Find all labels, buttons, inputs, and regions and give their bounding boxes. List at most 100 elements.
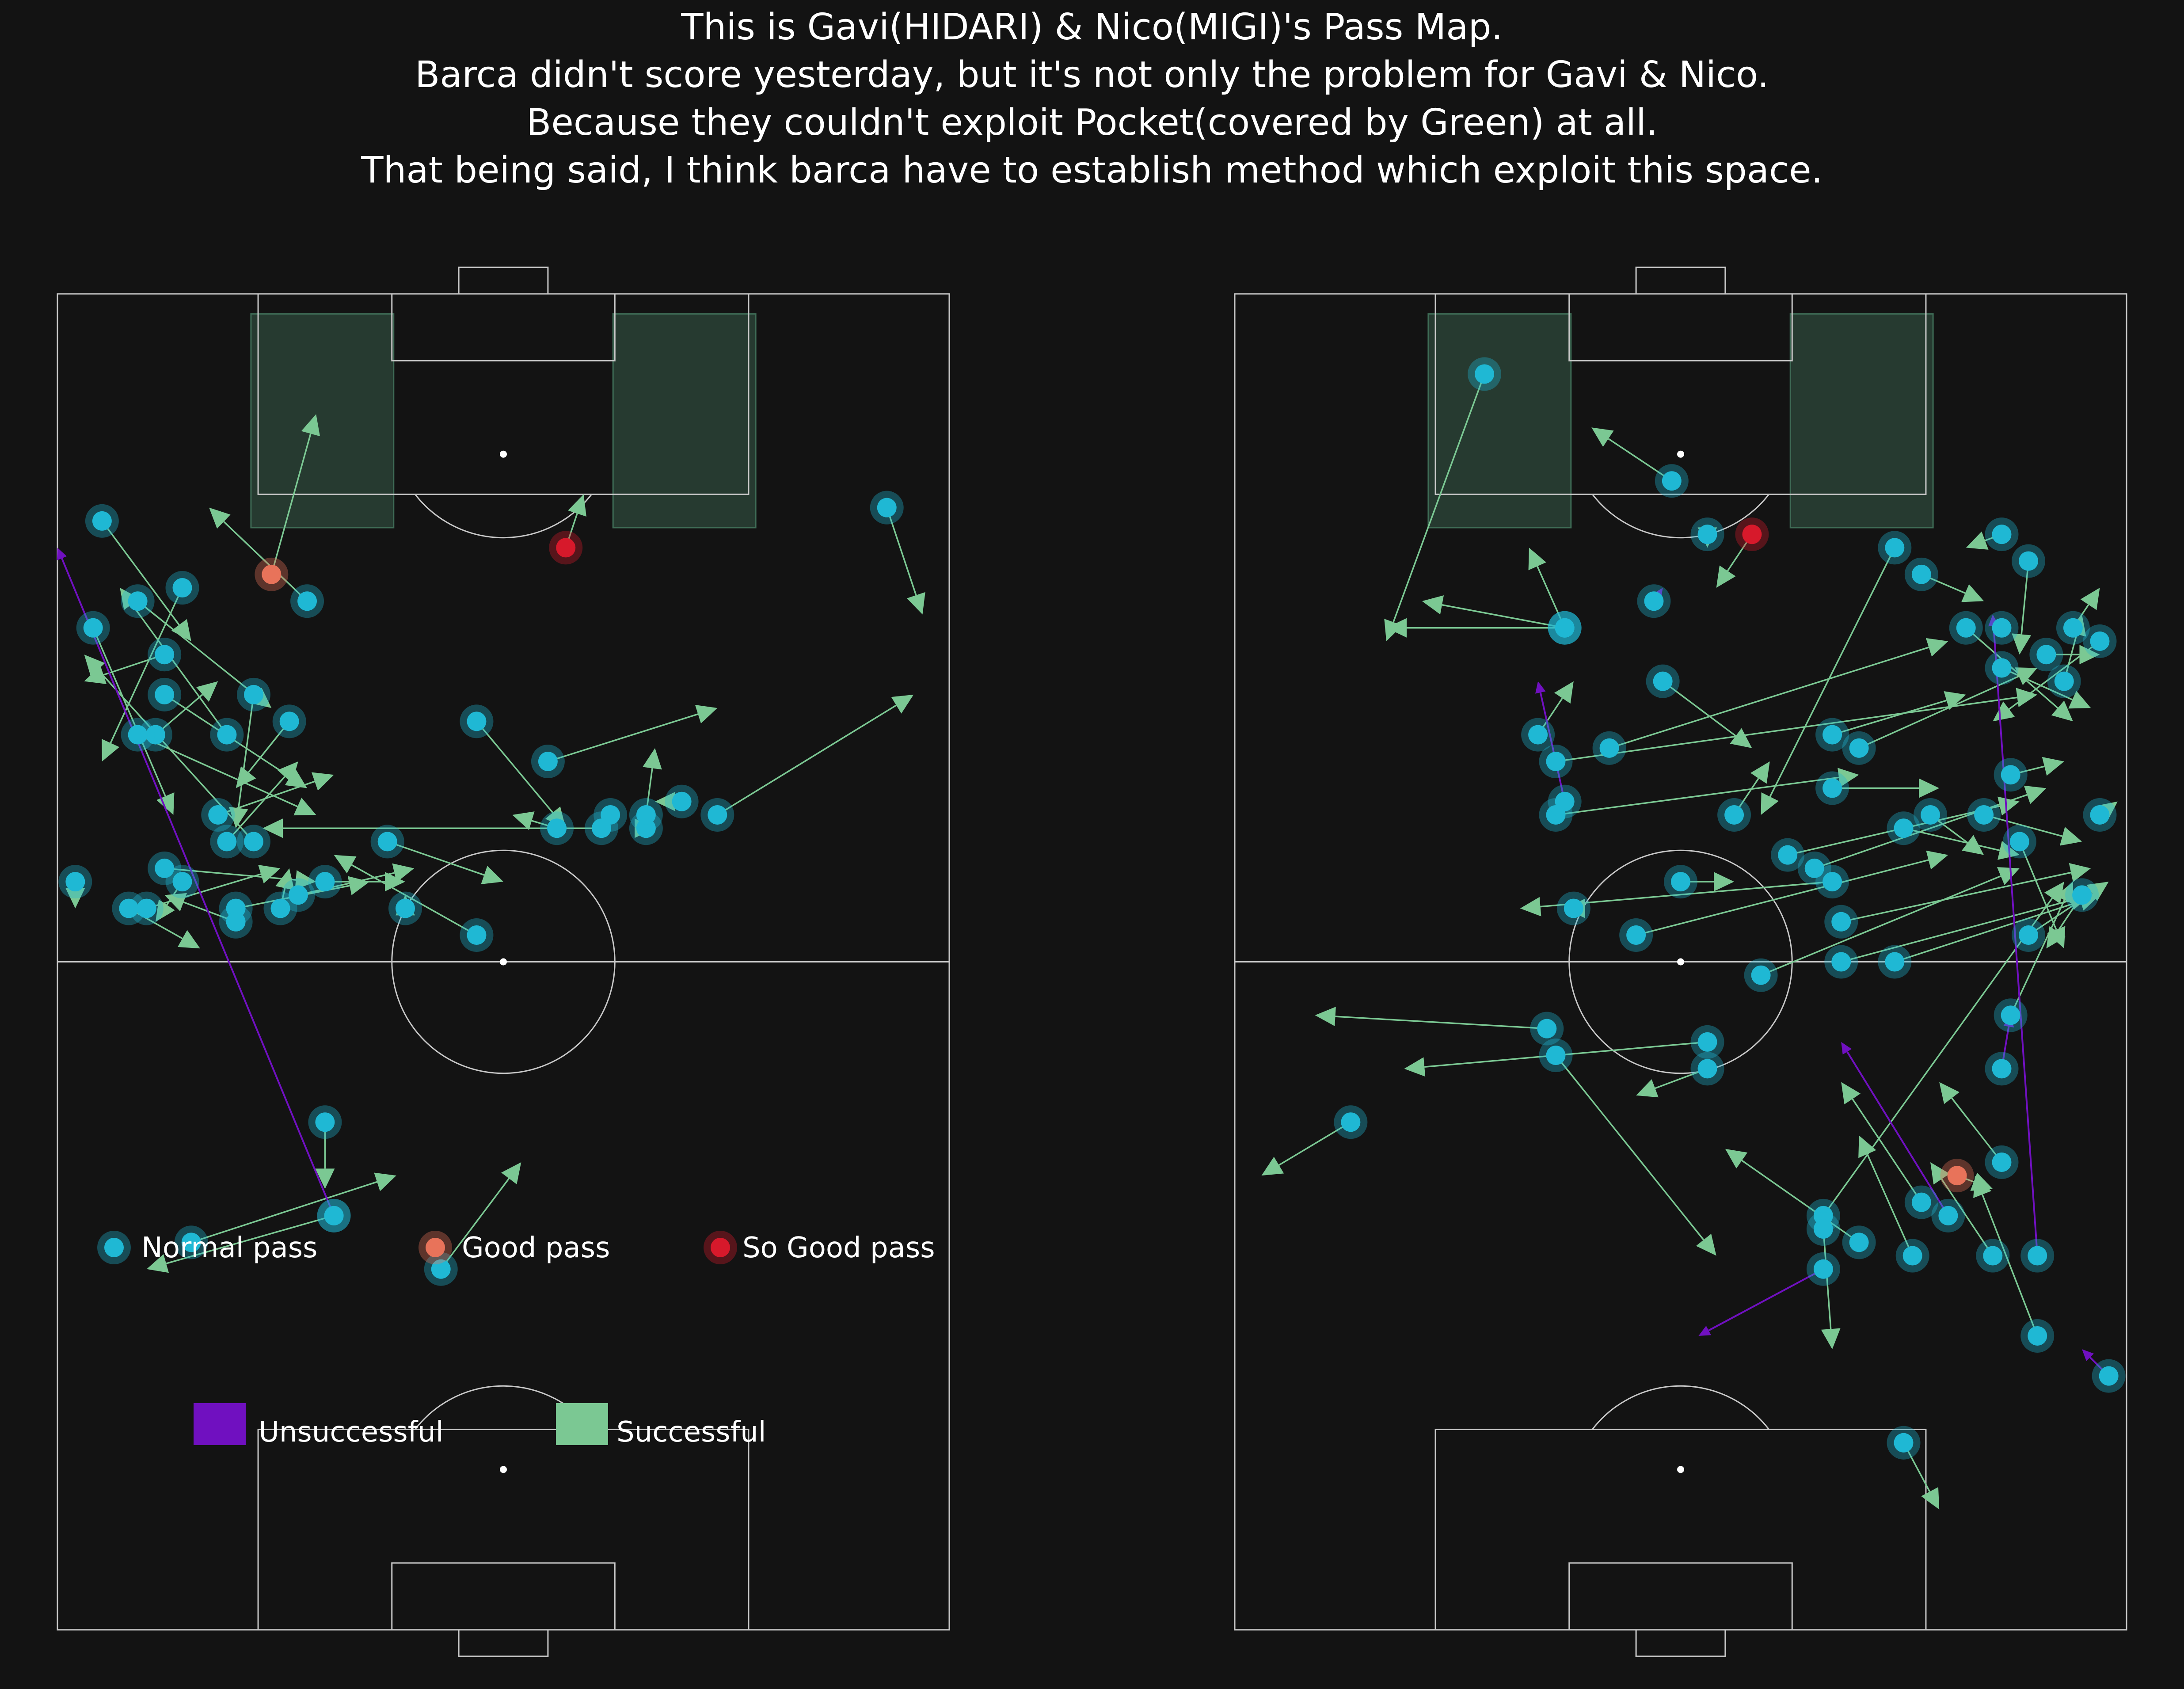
pass-arrowhead bbox=[196, 681, 218, 702]
pass-arrowhead bbox=[2044, 882, 2064, 904]
pass-line bbox=[226, 776, 285, 842]
centre-spot bbox=[1677, 958, 1684, 966]
pass-origin-point bbox=[2090, 805, 2110, 825]
pass-arrowhead bbox=[209, 507, 231, 529]
pass-origin-point bbox=[244, 685, 263, 704]
title-line-1: This is Gavi(HIDARI) & Nico(MIGI)'s Pass… bbox=[681, 6, 1503, 48]
pass-arrowhead bbox=[285, 768, 308, 788]
pass-origin-point bbox=[1992, 1059, 2012, 1079]
pass-origin-point bbox=[1778, 845, 1798, 865]
pass-origin-point bbox=[2054, 671, 2074, 691]
pass-origin-point bbox=[83, 618, 103, 638]
centre-spot bbox=[500, 958, 507, 966]
pass-origin-point bbox=[377, 832, 397, 852]
pass-arrowhead bbox=[102, 739, 120, 762]
pass-arrowhead bbox=[1698, 1326, 1711, 1336]
pass-origin-point bbox=[1662, 471, 1682, 491]
pass-origin-point bbox=[128, 725, 148, 745]
pass-line bbox=[1741, 1160, 1860, 1243]
pass-origin-point bbox=[1813, 1259, 1833, 1279]
pass-arrowhead bbox=[1535, 681, 1546, 694]
pass-arrowhead bbox=[146, 1254, 169, 1273]
pass-arrowhead bbox=[568, 494, 586, 517]
pass-arrowhead bbox=[655, 791, 676, 811]
pass-origin-point bbox=[172, 578, 192, 598]
legend-normal-marker bbox=[104, 1238, 124, 1257]
title-line-4: That being said, I think barca have to e… bbox=[361, 149, 1823, 191]
legend-so-good-marker bbox=[711, 1238, 730, 1257]
pass-line bbox=[440, 1178, 510, 1270]
pass-arrowhead bbox=[1993, 701, 2015, 722]
top-six-yard-box bbox=[1568, 293, 1793, 361]
pass-arrowhead bbox=[1404, 1057, 1426, 1077]
pocket-zone-left bbox=[1427, 313, 1572, 529]
pass-origin-point bbox=[1992, 525, 2012, 544]
pass-origin-point bbox=[1921, 805, 1940, 825]
legend: Normal pass Good pass So Good pass Unsuc… bbox=[97, 1231, 935, 1449]
pass-origin-point bbox=[288, 885, 308, 905]
pass-line bbox=[1858, 675, 2019, 749]
bottom-goal bbox=[458, 1629, 549, 1657]
pass-arrowhead bbox=[1696, 1233, 1716, 1256]
pass-arrowhead bbox=[1730, 728, 1752, 748]
pass-line bbox=[1823, 1229, 1832, 1329]
pass-origin-point bbox=[1626, 925, 1646, 945]
pass-line bbox=[1278, 1121, 1351, 1166]
pass-arrowhead bbox=[1858, 1135, 1876, 1158]
pass-arrowhead bbox=[156, 792, 175, 815]
pass-line bbox=[1965, 627, 2058, 709]
pass-line bbox=[1852, 1098, 1922, 1203]
pass-line bbox=[92, 628, 166, 797]
pass-line bbox=[1841, 899, 2072, 963]
pass-line bbox=[1787, 805, 2000, 856]
pass-origin-point bbox=[2001, 1005, 2020, 1025]
pass-origin-point bbox=[324, 1206, 344, 1225]
pass-arrowhead bbox=[2055, 882, 2074, 905]
pass-line bbox=[548, 713, 698, 762]
pass-origin-point bbox=[315, 872, 335, 892]
pass-origin-point bbox=[1546, 752, 1566, 772]
pass-arrowhead bbox=[1925, 638, 1948, 657]
pass-arrowhead bbox=[1261, 1156, 1284, 1176]
pass-arrowhead bbox=[512, 811, 535, 830]
pass-origin-point bbox=[297, 591, 317, 611]
pocket-zone-left bbox=[250, 313, 395, 529]
pass-origin-point bbox=[208, 805, 228, 825]
pass-arrowhead bbox=[311, 772, 334, 791]
pass-origin-point bbox=[1599, 738, 1619, 758]
pass-line bbox=[270, 433, 312, 575]
pass-arrowhead bbox=[1386, 618, 1407, 638]
pass-origin-point bbox=[2099, 1366, 2119, 1386]
pass-arrowhead bbox=[84, 654, 105, 677]
pass-arrowhead bbox=[258, 865, 281, 884]
pass-origin-point bbox=[217, 832, 237, 852]
pass-arrowhead bbox=[1970, 1172, 1993, 1191]
pass-arrowhead bbox=[1528, 548, 1546, 571]
pass-arrowhead bbox=[2079, 645, 2100, 665]
pass-origin-point bbox=[1831, 912, 1851, 932]
pass-line bbox=[1982, 1194, 2038, 1336]
pass-origin-point bbox=[1742, 525, 1762, 544]
pass-arrowhead bbox=[293, 798, 316, 816]
legend-good-marker bbox=[426, 1238, 445, 1257]
pass-line bbox=[97, 669, 255, 842]
top-six-yard-box bbox=[391, 293, 616, 361]
pocket-zone-right bbox=[1789, 313, 1934, 529]
bottom-penalty-arc bbox=[1592, 1385, 1769, 1430]
pass-line bbox=[1636, 859, 1929, 936]
pass-arrowhead bbox=[891, 694, 914, 714]
pass-arrowhead bbox=[501, 1162, 521, 1184]
pass-origin-point bbox=[636, 805, 656, 825]
pass-origin-point bbox=[137, 898, 156, 918]
pass-line bbox=[717, 704, 897, 816]
pass-origin-point bbox=[279, 711, 299, 731]
pass-line bbox=[1993, 626, 2039, 1256]
pass-arrowhead bbox=[2059, 827, 2082, 846]
top-penalty-arc bbox=[415, 494, 592, 539]
pass-arrowhead bbox=[481, 866, 503, 884]
pass-origin-point bbox=[270, 898, 290, 918]
pass-origin-point bbox=[1938, 1206, 1958, 1225]
pass-origin-point bbox=[1653, 671, 1673, 691]
